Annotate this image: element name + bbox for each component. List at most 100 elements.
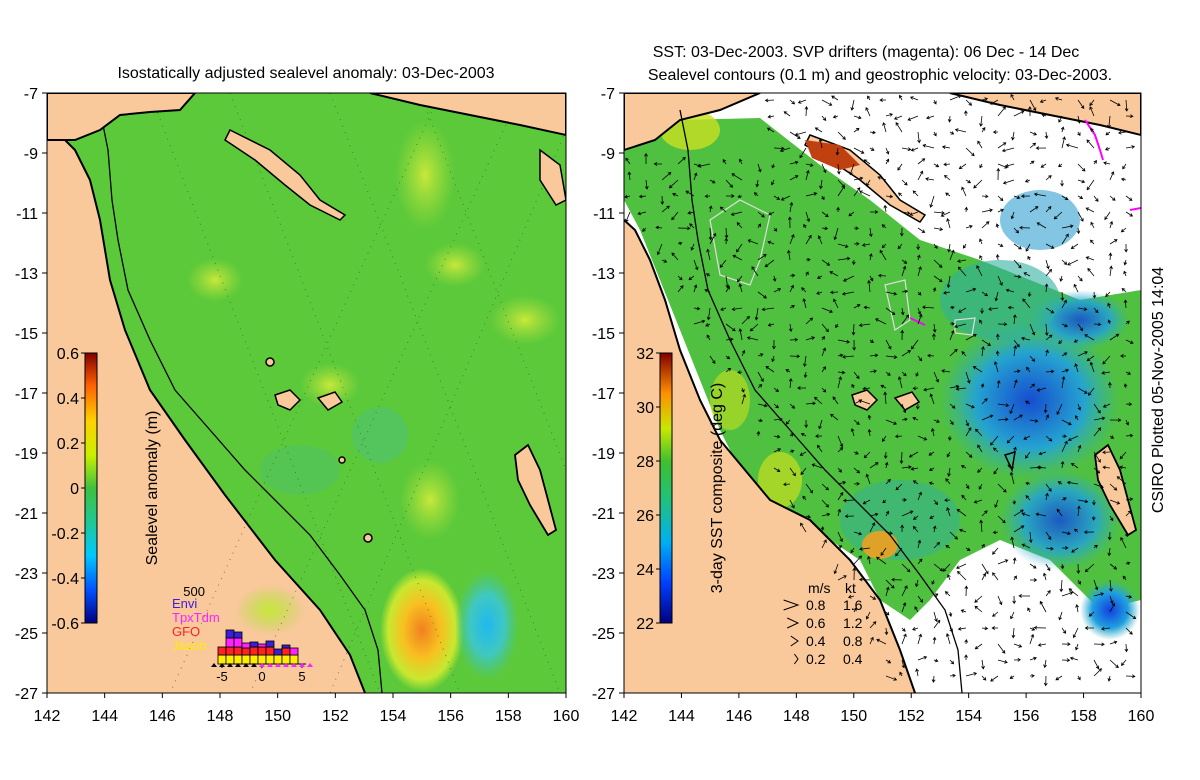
velocity-arrow <box>1120 227 1127 233</box>
right-lon-axis: 142 144 146 148 150 152 154 156 158 160 <box>611 693 1154 725</box>
velocity-arrow <box>974 605 983 613</box>
velocity-arrow <box>869 353 879 358</box>
velocity-arrow <box>1061 642 1071 647</box>
velocity-arrow <box>947 467 951 477</box>
velocity-arrow <box>677 275 683 281</box>
velocity-arrow <box>764 98 775 103</box>
velocity-arrow <box>1023 272 1031 277</box>
velocity-arrow <box>1010 211 1015 220</box>
lat-tick-label: -25 <box>15 626 38 643</box>
velocity-arrow <box>842 275 855 282</box>
velocity-arrow <box>923 387 935 392</box>
velocity-arrow <box>898 192 903 197</box>
velocity-arrow <box>821 259 831 266</box>
velocity-arrow <box>944 591 951 597</box>
velocity-arrow <box>885 291 898 296</box>
velocity-arrow <box>1045 531 1052 541</box>
velocity-arrow <box>837 243 849 248</box>
velocity-arrow <box>869 253 873 261</box>
velocity-arrow <box>1035 146 1047 151</box>
velocity-arrow <box>853 187 861 197</box>
velocity-arrow <box>880 547 887 556</box>
lon-tick-label: 148 <box>207 708 234 725</box>
velocity-arrow <box>901 627 906 632</box>
velocity-arrow <box>837 491 844 501</box>
velocity-arrow <box>731 173 743 181</box>
velocity-arrow <box>821 366 826 373</box>
velocity-arrow <box>1045 492 1049 501</box>
velocity-arrow <box>1085 207 1095 213</box>
velocity-arrow <box>677 285 684 293</box>
velocity-arrow <box>879 249 887 261</box>
velocity-arrow <box>885 371 891 376</box>
velocity-arrow <box>1044 131 1049 140</box>
velocity-arrow <box>797 386 806 390</box>
velocity-arrow <box>954 128 967 133</box>
velocity-arrow <box>1119 451 1127 460</box>
velocity-arrow <box>787 249 791 261</box>
velocity-arrow <box>895 483 903 491</box>
velocity-arrow <box>917 558 923 565</box>
velocity-arrow <box>1044 323 1049 336</box>
velocity-arrow <box>926 115 935 120</box>
velocity-arrow <box>1019 225 1031 230</box>
velocity-arrow <box>1121 287 1127 293</box>
velocity-arrow <box>946 275 951 289</box>
lat-tick-label: -21 <box>15 506 38 523</box>
velocity-arrow <box>624 194 631 199</box>
histogram-pass-marker <box>267 663 273 667</box>
velocity-arrow <box>709 179 716 184</box>
velocity-arrow <box>1030 578 1038 582</box>
velocity-arrow <box>1001 147 1015 153</box>
left-map <box>47 93 566 693</box>
velocity-arrow <box>917 158 926 165</box>
sst-colorbar-ticks: 32 30 28 26 24 22 <box>636 346 660 633</box>
velocity-arrow <box>1029 563 1037 569</box>
velocity-arrow <box>788 378 793 389</box>
velocity-arrow <box>1045 206 1052 213</box>
velocity-arrow <box>787 216 792 229</box>
velocity-arrow <box>754 307 759 321</box>
velocity-arrow <box>837 370 846 375</box>
velocity-arrow <box>1077 444 1082 453</box>
velocity-arrow <box>835 323 839 329</box>
histogram-pass-marker <box>211 663 217 667</box>
colorbar-tick-label: 28 <box>636 454 654 471</box>
velocity-arrow <box>767 323 775 327</box>
lon-tick-label: 144 <box>668 708 695 725</box>
velocity-arrow <box>917 131 921 144</box>
velocity-arrow <box>1009 675 1015 679</box>
velocity-arrow <box>927 353 935 358</box>
velocity-arrow <box>837 339 851 344</box>
velocity-arrow <box>783 111 791 117</box>
right-map <box>624 93 1141 693</box>
velocity-arrow <box>1093 403 1101 414</box>
velocity-arrow <box>801 287 807 293</box>
velocity-arrow <box>1061 136 1066 149</box>
velocity-arrow <box>837 480 847 485</box>
velocity-arrow <box>1077 323 1084 332</box>
velocity-arrow <box>992 530 999 535</box>
colorbar-tick-label: 32 <box>636 346 654 363</box>
velocity-arrow <box>961 351 967 357</box>
velocity-arrow <box>832 114 839 119</box>
velocity-arrow <box>805 192 818 197</box>
velocity-arrow <box>1043 659 1047 669</box>
sla-colorbar-ticks: 0.6 0.4 0.2 0 -0.2 -0.4 -0.6 <box>51 346 85 633</box>
velocity-arrow <box>1027 106 1032 117</box>
velocity-arrow <box>992 547 999 555</box>
velocity-arrow <box>883 391 888 405</box>
velocity-arrow <box>901 350 912 357</box>
velocity-arrow <box>1104 211 1111 221</box>
velocity-arrow <box>768 211 775 216</box>
velocity-arrow <box>706 248 711 261</box>
velocity-arrow <box>1013 414 1023 421</box>
lat-tick-label: -13 <box>592 266 615 283</box>
velocity-arrow <box>821 512 831 517</box>
velocity-arrow <box>900 307 905 316</box>
velocity-arrow <box>915 579 919 588</box>
velocity-arrow <box>981 346 985 357</box>
velocity-arrow <box>884 627 889 636</box>
velocity-arrow <box>751 266 759 277</box>
velocity-arrow <box>1012 595 1017 605</box>
